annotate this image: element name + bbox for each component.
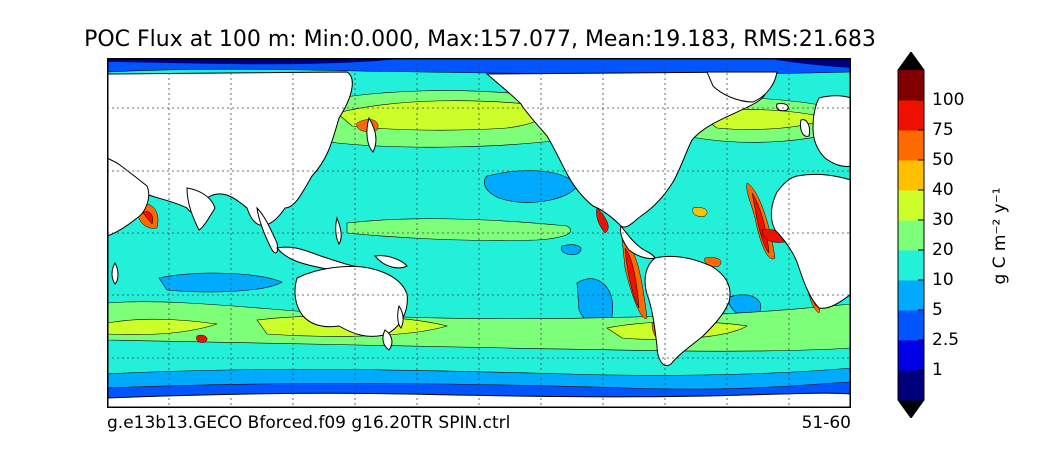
colorbar-swatch [898, 70, 924, 101]
colorbar-unit-label: g C m⁻² y⁻¹ [990, 187, 1010, 285]
land-new-guinea [374, 255, 408, 269]
land-madagascar [111, 261, 119, 285]
colorbar-swatch [898, 130, 924, 161]
land-new-zealand [397, 304, 404, 329]
land-philippines [335, 216, 342, 245]
colorbar-tick-label: 40 [932, 180, 954, 200]
land-europe [812, 95, 851, 167]
arctic-bands [107, 58, 851, 75]
colorbar-tick-label: 1 [932, 360, 943, 380]
land-uk [800, 119, 810, 137]
land-iceland [776, 103, 789, 112]
colorbar [897, 52, 925, 418]
colorbar-tick-label: 100 [932, 90, 965, 110]
colorbar-tick-label: 5 [932, 300, 943, 320]
colorbar-swatch [898, 340, 924, 371]
colorbar-swatch [898, 220, 924, 251]
land-masses [107, 71, 851, 408]
low-flux-gyres [158, 170, 762, 326]
case-name: g.e13b13.GECO Bforced.f09 g16.20TR SPIN.… [107, 413, 511, 433]
colorbar-extend-min [898, 400, 924, 418]
colorbar-tick-label: 2.5 [932, 330, 960, 350]
colorbar-tick-label: 10 [932, 270, 954, 290]
year-range: 51-60 [801, 413, 851, 433]
colorbar-tick-label: 20 [932, 240, 954, 260]
colorbar-outline [897, 52, 925, 418]
land-greenland [706, 71, 778, 103]
colorbar-swatch [898, 160, 924, 191]
world-map [107, 58, 851, 408]
land-india [186, 187, 216, 231]
land-south-america [644, 255, 731, 366]
colorbar-ticks [918, 99, 924, 371]
map-border [107, 58, 851, 408]
colorbar-swatch [898, 370, 924, 401]
colorbar-tick-label: 75 [932, 120, 954, 140]
colorbar-swatch [898, 250, 924, 281]
land-antarctica [107, 392, 851, 408]
colorbar-swatches [897, 52, 925, 418]
land-se-asia [256, 206, 278, 254]
plot-title: POC Flux at 100 m: Min:0.000, Max:157.07… [84, 27, 876, 52]
colorbar-swatch [898, 310, 924, 341]
colorbar-extend-max [898, 52, 924, 70]
land-africa-east [107, 157, 150, 237]
land-japan [366, 116, 377, 153]
colorbar-swatch [898, 280, 924, 311]
graticule [107, 58, 851, 408]
colorbar-tick-label: 30 [932, 210, 954, 230]
land-africa [770, 173, 851, 309]
land-nz-south [382, 329, 393, 351]
colorbar-swatch [898, 190, 924, 221]
colorbar-tick-label: 50 [932, 150, 954, 170]
colorbar-swatch [898, 100, 924, 131]
